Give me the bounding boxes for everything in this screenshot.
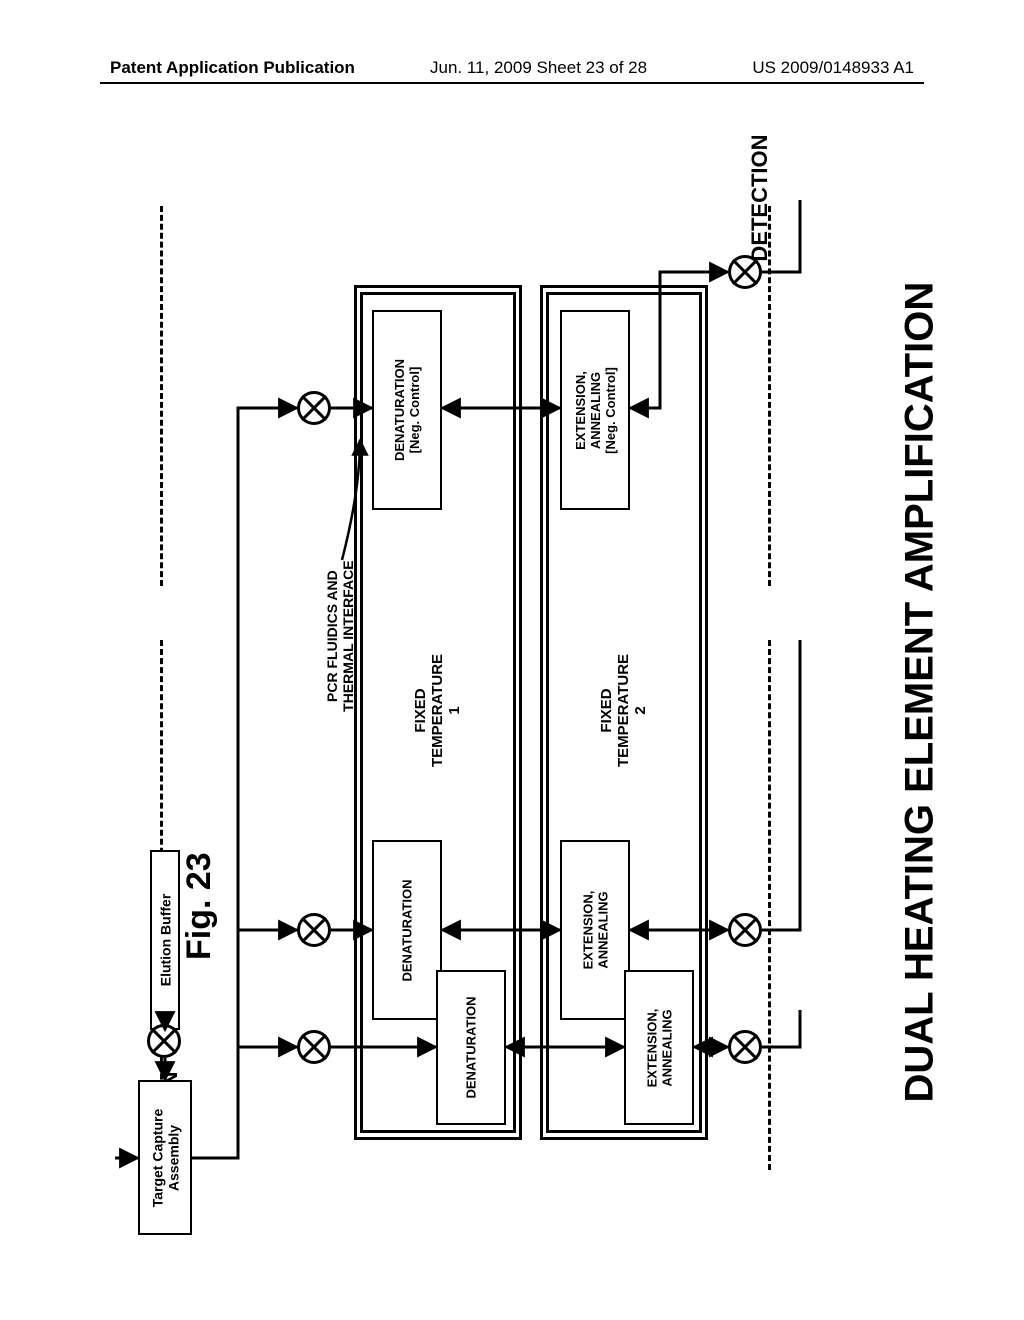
header-center: Jun. 11, 2009 Sheet 23 of 28: [430, 58, 647, 78]
figure-diagram: Fig. 23 EXTRACTION DETECTION DUAL HEATIN…: [100, 140, 924, 1220]
header-right: US 2009/0148933 A1: [752, 58, 914, 78]
header-left: Patent Application Publication: [110, 58, 355, 78]
header-rule: [100, 82, 924, 84]
connecting-lines: [100, 140, 924, 1220]
